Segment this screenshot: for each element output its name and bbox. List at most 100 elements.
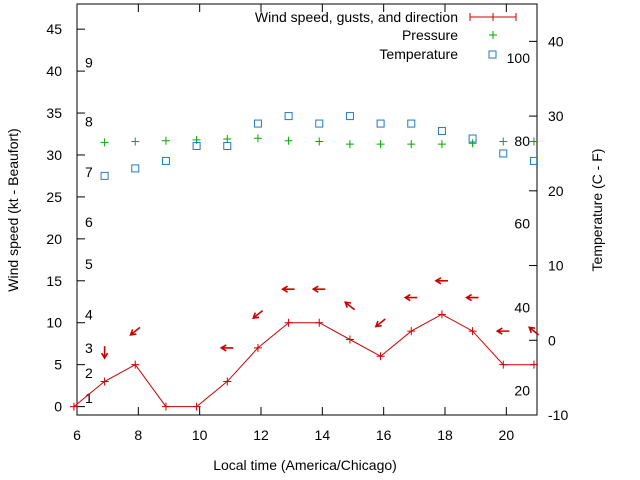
x-tick-label: 18: [437, 427, 453, 443]
pressure-point: [468, 139, 477, 148]
y-tick-label: 25: [46, 189, 62, 205]
x-tick-label: 6: [73, 427, 81, 443]
temperature-point: [499, 149, 508, 158]
y2-tick-labels: -10 0 10 20 30 40: [548, 33, 568, 423]
pressure-point: [345, 140, 354, 149]
x-tick-label: 12: [253, 427, 269, 443]
x-tick-label: 10: [192, 427, 208, 443]
wind-speed-point: [407, 327, 416, 336]
beaufort-tick-label: 6: [85, 214, 93, 230]
wind-direction-arrows: [100, 277, 540, 360]
beaufort-tick-label: 4: [85, 306, 93, 322]
y-tick-label: 10: [46, 315, 62, 331]
series-temperature: [100, 112, 538, 180]
beaufort-tick-label: 5: [85, 256, 93, 272]
y2-tick-label: 40: [548, 33, 564, 49]
y-tick-label: 30: [46, 147, 62, 163]
pressure-point: [161, 136, 170, 145]
pressure-point: [100, 138, 109, 147]
wind-direction-arrow: [495, 327, 510, 335]
wind-direction-arrow: [219, 344, 234, 352]
y-axis-label: Wind speed (kt - Beaufort): [5, 128, 21, 291]
beaufort-tick-label: 1: [85, 390, 93, 406]
y-tick-label: 45: [46, 21, 62, 37]
fahrenheit-tick-label: 60: [514, 216, 530, 232]
y-tick-label: 20: [46, 231, 62, 247]
temperature-point: [468, 134, 477, 143]
x-tick-label: 8: [134, 427, 142, 443]
wind-direction-arrow: [344, 301, 356, 311]
y2-tick-label: 0: [548, 332, 556, 348]
temperature-point: [345, 112, 354, 121]
temperature-point: [376, 119, 385, 128]
plot-area: [76, 3, 538, 416]
wind-speed-point: [69, 402, 78, 411]
beaufort-tick-label: 3: [85, 340, 93, 356]
fahrenheit-labels: 20 40 60 80 100: [507, 50, 531, 399]
wind-direction-arrow: [129, 326, 141, 336]
x-tick-label: 20: [499, 427, 515, 443]
temperature-point: [192, 141, 201, 150]
y-tick-label: 5: [54, 357, 62, 373]
x-axis-label: Local time (America/Chicago): [213, 457, 397, 473]
fahrenheit-tick-label: 80: [514, 133, 530, 149]
temperature-point: [100, 171, 109, 180]
y-tick-label: 15: [46, 273, 62, 289]
temperature-point: [407, 119, 416, 128]
wind-speed-point: [437, 310, 446, 319]
wind-direction-arrow: [311, 285, 326, 293]
series-wind: [69, 310, 538, 411]
y2-tick-label: 20: [548, 183, 564, 199]
y-tick-label: 35: [46, 105, 62, 121]
fahrenheit-tick-label: 40: [514, 299, 530, 315]
x-tick-labels: 6 8 10 12 14 16 18 20: [73, 427, 514, 443]
temperature-point: [161, 156, 170, 165]
wind-direction-arrow: [434, 277, 448, 285]
legend-label-pressure: Pressure: [402, 27, 458, 43]
temperature-point: [223, 141, 232, 150]
legend-marker-temperature: [488, 50, 497, 59]
wind-direction-arrow: [528, 326, 540, 336]
axis-ticks: [76, 4, 537, 416]
fahrenheit-tick-label: 20: [514, 382, 530, 398]
beaufort-tick-label: 9: [85, 55, 93, 71]
wind-speed-point: [468, 327, 477, 336]
legend-label-temperature: Temperature: [379, 46, 458, 62]
y2-axis-label: Temperature (C - F): [589, 149, 605, 272]
wind-direction-arrow: [281, 285, 295, 293]
wind-speed-point: [161, 402, 170, 411]
wind-speed-point: [376, 352, 385, 361]
y-tick-labels: 0 5 10 15 20 25 30 35 40 45: [46, 21, 62, 414]
wind-speed-point: [315, 318, 324, 327]
wind-speed-point: [192, 402, 201, 411]
beaufort-tick-label: 8: [85, 113, 93, 129]
legend-marker-pressure: [489, 31, 497, 39]
wind-direction-arrow: [465, 293, 479, 302]
wind-direction-arrow: [252, 309, 264, 320]
pressure-point: [376, 140, 385, 149]
y2-tick-label: 10: [548, 258, 564, 274]
pressure-point: [253, 134, 262, 143]
wind-direction-arrow: [403, 293, 418, 302]
y-tick-label: 40: [46, 63, 62, 79]
beaufort-labels: 1 2 3 4 5 6 7 8 9: [85, 55, 93, 407]
beaufort-tick-label: 2: [85, 365, 93, 381]
wind-speed-line: [73, 313, 534, 408]
wind-speed-point: [253, 343, 262, 352]
legend-label-wind: Wind speed, gusts, and direction: [255, 9, 458, 25]
temperature-point: [315, 119, 324, 128]
wind-speed-point: [345, 335, 354, 344]
wind-direction-arrow: [100, 346, 109, 360]
wind-speed-point: [100, 377, 109, 386]
pressure-point: [437, 140, 446, 149]
y2-tick-label: -10: [548, 407, 568, 423]
wind-speed-point: [284, 318, 293, 327]
pressure-point: [223, 135, 232, 144]
beaufort-tick-label: 7: [85, 164, 93, 180]
legend: Wind speed, gusts, and direction Pressur…: [255, 9, 517, 62]
pressure-point: [499, 137, 508, 146]
x-tick-label: 16: [376, 427, 392, 443]
temperature-point: [437, 127, 446, 136]
temperature-point: [284, 112, 293, 121]
